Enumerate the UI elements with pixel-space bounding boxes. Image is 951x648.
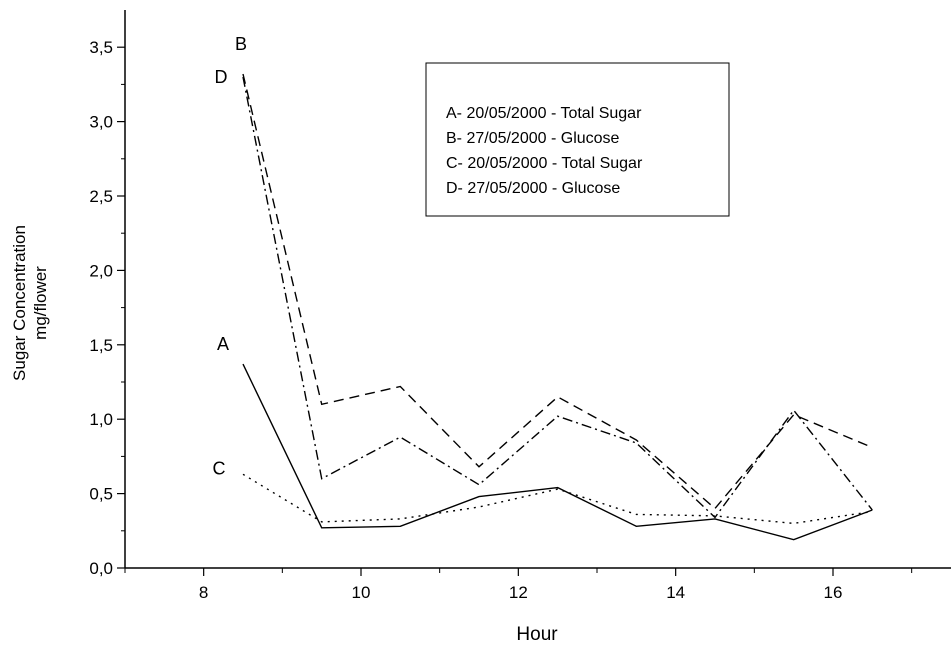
series-label-d: D [215,67,228,87]
y-tick-label: 3,0 [89,113,113,132]
y-tick-label: 1,5 [89,336,113,355]
x-tick-label: 12 [509,583,528,602]
series-line-a [242,363,873,541]
x-tick-label: 14 [666,583,685,602]
y-axis-title-line2: mg/flower [31,266,50,340]
series-labels: A B C D [213,34,248,478]
x-tick-label: 10 [352,583,371,602]
legend-entry-a: A- 20/05/2000 - Total Sugar [446,105,642,122]
y-axis-title-line1: Sugar Concentration [10,225,29,381]
y-tick-label: 2,5 [89,187,113,206]
legend-entry-b: B- 27/05/2000 - Glucose [446,130,620,147]
y-tick-label: 0,0 [89,559,113,578]
series-line-d [242,76,873,519]
legend-box [425,62,730,217]
x-axis-title: Hour [516,624,558,645]
y-tick-label: 1,0 [89,410,113,429]
legend-entry-d: D- 27/05/2000 - Glucose [446,180,620,197]
y-tick-label: 0,5 [89,485,113,504]
series-label-a: A [217,334,229,354]
x-tick-label: 8 [199,583,208,602]
series-layer [242,73,873,541]
legend-entry-c: C- 20/05/2000 - Total Sugar [446,155,643,172]
legend: A- 20/05/2000 - Total Sugar B- 27/05/200… [425,62,730,217]
series-line-c [242,473,873,525]
x-tick-label: 16 [824,583,843,602]
axes: 0,0 0,5 1,0 1,5 2,0 2,5 3,0 3,5 8 10 12 14 16 [89,10,951,602]
y-tick-label: 3,5 [89,38,113,57]
y-axis-title: Sugar Concentration mg/flower [10,225,50,381]
y-tick-label: 2,0 [89,261,113,280]
series-label-c: C [213,458,226,478]
series-label-b: B [235,34,247,54]
